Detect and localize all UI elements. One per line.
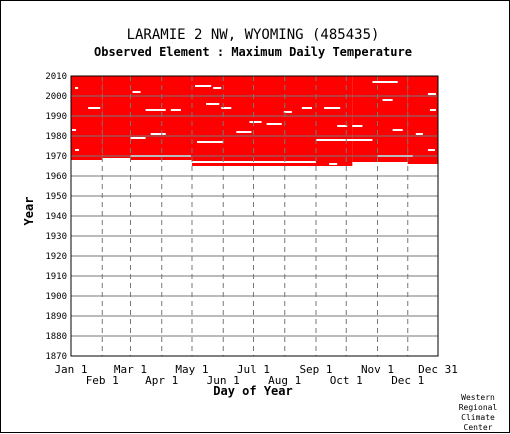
missing-segment (195, 85, 212, 87)
missing-segment (427, 149, 435, 151)
y-tick-label: 1950 (45, 192, 67, 202)
missing-segment (145, 109, 166, 111)
x-tick-label: May 1 (175, 363, 208, 376)
observed-block (316, 76, 353, 166)
missing-segment (236, 131, 252, 133)
credit-line-2: Regional (459, 403, 498, 412)
x-tick-label: Apr 1 (145, 374, 178, 387)
y-tick-label: 1890 (45, 312, 67, 322)
x-tick-label: Oct 1 (330, 374, 363, 387)
x-axis-label: Day of Year (213, 384, 292, 398)
grid-layer (70, 75, 439, 357)
missing-segment (132, 91, 141, 93)
x-tick-label: Aug 1 (268, 374, 301, 387)
missing-segment (392, 129, 403, 131)
y-tick-label: 1960 (45, 172, 67, 182)
missing-segment (427, 93, 436, 95)
y-tick-label: 2010 (45, 72, 67, 82)
missing-segment (283, 111, 292, 113)
observed-block (102, 76, 131, 158)
missing-segment (382, 99, 393, 101)
x-tick-label: Jul 1 (237, 363, 270, 376)
missing-segment (324, 107, 341, 109)
missing-segment (372, 81, 398, 83)
y-tick-label: 1930 (45, 232, 67, 242)
x-tick-label: Jun 1 (207, 374, 240, 387)
missing-segment (197, 141, 224, 143)
missing-segment (170, 109, 181, 111)
y-tick-label: 1970 (45, 152, 67, 162)
y-tick-label: 1900 (45, 292, 67, 302)
chart-title: LARAMIE 2 NW, WYOMING (485435) (127, 27, 380, 43)
y-tick-label: 2000 (45, 92, 67, 102)
y-axis-label: Year (22, 197, 36, 226)
x-tick-label: Mar 1 (114, 363, 147, 376)
tick-layer: 1870 1880 1890 1900 1910 1920 1930 1940 1950 1960… (45, 72, 458, 387)
plot-border (70, 75, 439, 357)
missing-segment (266, 123, 282, 125)
missing-segment (130, 137, 146, 139)
missing-segment (75, 149, 80, 151)
missing-segment (191, 161, 317, 163)
missing-segment (316, 139, 373, 141)
missing-segment (352, 125, 363, 127)
observed-block (130, 76, 192, 160)
y-tick-label: 1910 (45, 272, 67, 282)
y-tick-label: 1880 (45, 332, 67, 342)
x-tick-label: Nov 1 (361, 363, 394, 376)
missing-segment (206, 103, 220, 105)
missing-segment (221, 107, 232, 109)
observed-block (71, 76, 103, 160)
y-tick-label: 1870 (45, 352, 67, 362)
x-tick-label: Feb 1 (86, 374, 119, 387)
observed-block (352, 76, 408, 162)
x-tick-label: Sep 1 (299, 363, 332, 376)
credit-line-1: Western (461, 393, 495, 402)
y-tick-label: 1980 (45, 132, 67, 142)
missing-segment (415, 133, 423, 135)
x-tick-label: Dec 1 (391, 374, 424, 387)
missing-segment (72, 129, 77, 131)
x-tick-label: Jan 1 (54, 363, 87, 376)
credit-line-3: Climate (461, 413, 495, 422)
x-tick-label: Dec 31 (418, 363, 458, 376)
chart-subtitle: Observed Element : Maximum Daily Tempera… (94, 45, 412, 59)
missing-segment (75, 87, 79, 89)
credit-line-4: Center (464, 423, 493, 432)
y-tick-label: 1940 (45, 212, 67, 222)
missing-segment (213, 87, 222, 89)
missing-segment (150, 133, 166, 135)
missing-segment (429, 109, 436, 111)
y-tick-label: 1990 (45, 112, 67, 122)
missing-segment (249, 121, 262, 123)
data-layer (71, 76, 438, 166)
y-tick-label: 1920 (45, 252, 67, 262)
missing-segment (337, 125, 348, 127)
missing-segment (301, 107, 312, 109)
missing-segment (329, 163, 338, 165)
missing-segment (88, 107, 101, 109)
